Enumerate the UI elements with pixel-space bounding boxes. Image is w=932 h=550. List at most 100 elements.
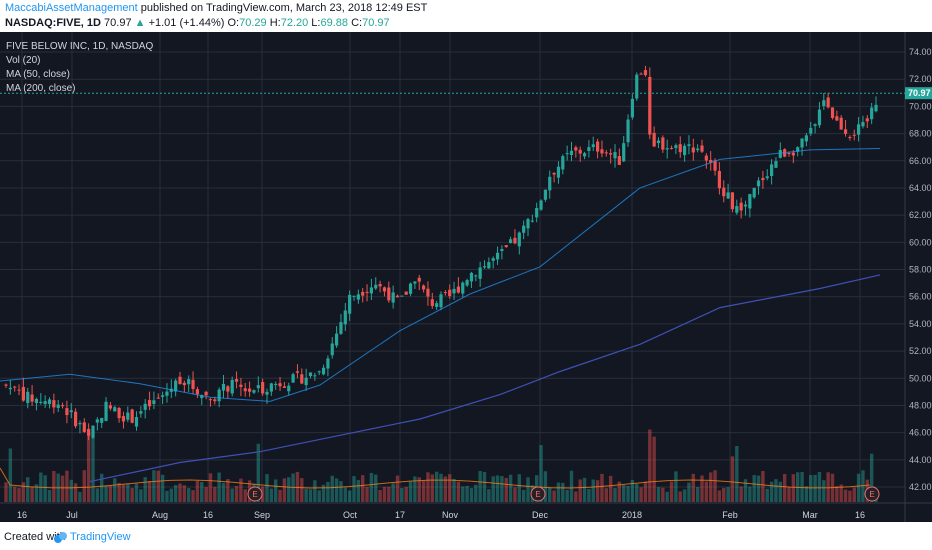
volume-bar bbox=[574, 491, 578, 502]
author-link[interactable]: MaccabiAssetManagement bbox=[5, 2, 138, 14]
volume-bar bbox=[274, 479, 278, 502]
volume-bar bbox=[661, 487, 665, 502]
volume-bar bbox=[787, 487, 791, 502]
volume-bar bbox=[187, 488, 191, 502]
volume-bar bbox=[817, 472, 822, 502]
legend-vol[interactable]: Vol (20) bbox=[6, 55, 41, 66]
candle-body bbox=[748, 194, 752, 209]
y-tick-label: 72.00 bbox=[909, 74, 932, 84]
volume-bar bbox=[582, 477, 587, 502]
volume-bar bbox=[504, 477, 508, 502]
legend-ma50[interactable]: MA (50, close) bbox=[6, 69, 70, 80]
candle-body bbox=[204, 391, 208, 396]
candle-body bbox=[60, 405, 65, 407]
price-chart[interactable]: 74.00 72.00 70.00 68.00 66.00 64.00 62.00 60.00… bbox=[0, 32, 932, 522]
candle-body bbox=[569, 150, 574, 155]
candle-body bbox=[426, 288, 430, 297]
volume-bar bbox=[321, 484, 326, 502]
candle-body bbox=[321, 367, 326, 375]
volume-bar bbox=[269, 488, 274, 502]
x-tick-label: 16 bbox=[17, 510, 27, 520]
legend-ma200[interactable]: MA (200, close) bbox=[6, 83, 76, 94]
candle-body bbox=[13, 386, 17, 388]
candle-body bbox=[30, 394, 34, 402]
candle-body bbox=[739, 202, 743, 211]
candle-body bbox=[726, 192, 730, 199]
candle-body bbox=[352, 295, 356, 297]
volume-bar bbox=[369, 472, 374, 502]
chart-area[interactable]: 74.00 72.00 70.00 68.00 66.00 64.00 62.00 60.00… bbox=[0, 32, 932, 522]
volume-bar bbox=[752, 475, 756, 502]
candle-body bbox=[761, 177, 765, 181]
volume-bar bbox=[704, 481, 709, 502]
earnings-marker-icon bbox=[864, 486, 880, 502]
candle-body bbox=[843, 129, 848, 134]
volume-bar bbox=[178, 483, 182, 502]
volume-bar bbox=[717, 490, 722, 502]
volume-bar bbox=[334, 478, 339, 502]
volume-bar bbox=[635, 483, 639, 502]
candle-body bbox=[130, 409, 134, 423]
volume-bar bbox=[387, 486, 391, 502]
volume-bar bbox=[356, 479, 361, 502]
volume-bar bbox=[113, 478, 117, 502]
volume-bar bbox=[65, 470, 69, 502]
candle-body bbox=[587, 147, 591, 151]
candle-body bbox=[17, 389, 21, 391]
volume-bar bbox=[108, 485, 113, 502]
candle-body bbox=[543, 189, 547, 200]
y-tick-label: 48.00 bbox=[909, 400, 932, 410]
volume-bar bbox=[552, 490, 556, 502]
candle-body bbox=[548, 176, 552, 191]
candle-body bbox=[404, 291, 408, 295]
volume-bar bbox=[709, 472, 713, 502]
y-tick-label: 42.00 bbox=[909, 482, 932, 492]
y-tick-label: 58.00 bbox=[909, 265, 932, 275]
candle-body bbox=[361, 292, 365, 296]
candle-body bbox=[870, 107, 874, 120]
volume-bar bbox=[173, 485, 178, 502]
volume-bar bbox=[156, 470, 160, 502]
candle-body bbox=[491, 258, 495, 261]
tradingview-brand[interactable]: TradingView bbox=[70, 531, 131, 543]
volume-bar bbox=[769, 481, 774, 502]
volume-bar bbox=[126, 484, 130, 502]
candle-body bbox=[609, 153, 613, 155]
candle-body bbox=[356, 294, 360, 300]
volume-bar bbox=[200, 481, 204, 502]
volume-bar bbox=[622, 485, 626, 502]
candle-body bbox=[47, 399, 52, 405]
volume-bar bbox=[639, 487, 643, 502]
open-value: 70.29 bbox=[239, 17, 267, 29]
volume-bar bbox=[204, 487, 208, 502]
volume-bar bbox=[382, 486, 387, 502]
y-tick-label: 54.00 bbox=[909, 319, 932, 329]
x-tick-label: Feb bbox=[722, 510, 738, 520]
candle-body bbox=[65, 408, 69, 416]
legend-title[interactable]: FIVE BELOW INC, 1D, NASDAQ bbox=[6, 41, 154, 52]
candle-body bbox=[439, 294, 443, 308]
candle-body bbox=[139, 411, 143, 414]
candle-body bbox=[226, 386, 230, 392]
candle-body bbox=[756, 180, 761, 187]
volume-bar bbox=[804, 486, 809, 502]
candle-body bbox=[678, 144, 682, 153]
candle-body bbox=[147, 400, 152, 407]
candle-body bbox=[713, 160, 717, 171]
candle-body bbox=[287, 385, 291, 392]
volume-bar bbox=[761, 470, 765, 502]
volume-bar bbox=[665, 491, 669, 502]
candle-body bbox=[304, 377, 308, 386]
low-label: L: bbox=[311, 17, 321, 29]
volume-bar bbox=[495, 475, 500, 502]
volume-bar bbox=[778, 481, 782, 502]
candle-body bbox=[195, 389, 199, 395]
volume-bar bbox=[595, 480, 600, 502]
candle-body bbox=[261, 382, 265, 394]
last-price-label: 70.97 bbox=[908, 88, 931, 98]
candle-body bbox=[221, 383, 226, 391]
volume-bar bbox=[260, 486, 265, 502]
volume-bar bbox=[813, 474, 817, 502]
candle-body bbox=[648, 76, 652, 135]
change-arrow-icon: ▲ bbox=[134, 17, 146, 29]
